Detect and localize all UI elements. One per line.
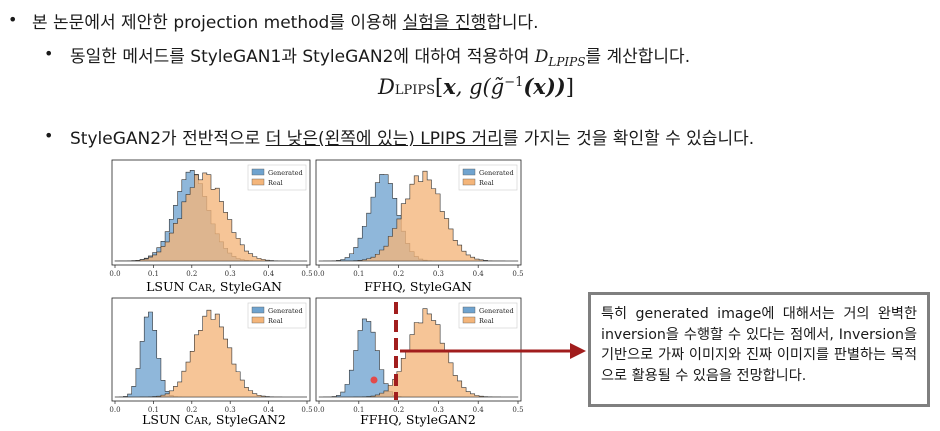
plot-frame [111,297,311,402]
series-real-bars [115,309,307,398]
bullet-dot-2: • [44,44,54,63]
x-tick-label: 0.4 [263,406,275,414]
formula-close: ] [565,75,574,99]
x-tick-label: 0.1 [353,270,364,278]
legend-label-real: Real [268,317,283,325]
x-tick-label: 0.3 [433,270,444,278]
x-tick-label: 0.3 [433,406,444,414]
bullet-3-end: 를 가지는 것을 확인할 수 있습니다. [502,129,755,149]
x-tick-label: 0.0 [109,406,120,414]
bullet-3: StyleGAN2가 전반적으로 더 낮은(왼쪽에 있는) LPIPS 거리를 … [70,124,754,149]
x-tick-label: 0.1 [353,406,364,414]
note-text: 특히 generated image에 대해서는 거의 완벽한 inversio… [601,306,917,384]
formula-inner: (x)) [523,74,566,99]
legend-swatch-gen [251,168,265,176]
formula-open: [ [435,75,444,99]
formula-sub: LPIPS [394,83,436,98]
formula-d: D [378,75,395,99]
bullet-2: 동일한 메서드를 StyleGAN1과 StyleGAN2에 대하여 적용하여 … [70,42,690,69]
x-tick-label: 0.2 [393,270,404,278]
note-box: 특히 generated image에 대해서는 거의 완벽한 inversio… [588,292,930,407]
formula-gtilde: g̃ [490,75,505,99]
legend-swatch-gen [462,306,476,314]
bullet-dot-3: • [44,126,54,145]
x-tick-label: 0.4 [263,270,275,278]
histogram-ffhq-stylegan: 0.0 0.1 0.2 0.3 0.4 0.5 Generated Real [313,159,524,278]
chart-title-2: FFHQ, StyleGAN [364,279,472,294]
x-tick-label: 0.5 [301,406,312,414]
bullet-2-subscript: LPIPS [548,55,586,69]
histogram-lsun-car-stylegan: 0.0 0.1 0.2 0.3 0.4 0.5 Generated Real [109,159,313,278]
histogram-ffhq-stylegan2: 0.0 0.1 0.2 0.3 0.4 0.5 Generated Real [313,297,524,414]
bullet-2-text: 동일한 메서드를 StyleGAN1과 StyleGAN2에 대하여 적용하여 [70,47,535,67]
bullet-3-underlined: 더 낮은(왼쪽에 있는) LPIPS 거리 [265,129,503,149]
legend-swatch-real [251,316,265,324]
bullet-dot-1: • [8,10,18,29]
legend-label-real: Real [268,179,283,187]
legend-swatch-gen [251,306,265,314]
legend-label-gen: Generated [268,169,303,177]
plot-frame [111,159,311,266]
x-tick-label: 0.2 [393,406,404,414]
formula-sup: −1 [504,75,524,90]
bullet-2-end: 를 계산합니다. [585,47,691,67]
x-tick-label: 0.3 [225,406,236,414]
series-real-bars [319,170,519,262]
bullet-3-text: StyleGAN2가 전반적으로 [70,129,266,149]
bullet-2-symbol: D [534,47,549,67]
legend-label-real: Real [479,179,494,187]
x-tick-label: 0.5 [512,406,523,414]
bullet-1: 본 논문에서 제안한 projection method를 이용해 실험을 진행… [32,8,539,33]
chart-title-1: LSUN CAR, StyleGAN [146,279,282,294]
x-tick-label: 0.2 [186,270,197,278]
x-tick-label: 0.5 [512,270,523,278]
x-tick-label: 0.2 [186,406,197,414]
legend-swatch-gen [462,168,476,176]
bullet-1-underlined: 실험을 진행 [402,13,487,33]
legend-label-gen: Generated [479,169,514,177]
x-tick-label: 0.1 [148,406,159,414]
formula-g: , g( [455,75,491,99]
x-tick-label: 0.4 [473,270,485,278]
legend-label-real: Real [479,317,494,325]
x-tick-label: 0.0 [313,270,324,278]
legend-label-gen: Generated [479,307,514,315]
chart-title-4: FFHQ, StyleGAN2 [360,412,476,427]
legend-swatch-real [462,316,476,324]
x-tick-label: 0.4 [473,406,485,414]
formula: DLPIPS[x, g(g̃−1(x))] [378,74,574,99]
x-tick-label: 0.0 [109,270,120,278]
x-tick-label: 0.3 [225,270,236,278]
x-tick-label: 0.5 [301,270,312,278]
x-tick-label: 0.1 [148,270,159,278]
bullet-1-end: 합니다. [486,13,539,33]
chart-title-3: LSUN CAR, StyleGAN2 [142,412,286,427]
sample-point [370,376,378,384]
series-real-bars [114,172,308,262]
histogram-lsun-car-stylegan2: 0.0 0.1 0.2 0.3 0.4 0.5 Generated Real [109,297,313,414]
bullet-1-text: 본 논문에서 제안한 projection method를 이용해 [32,13,403,33]
formula-x: x [443,74,456,99]
arrow-head-icon [570,343,586,359]
x-tick-label: 0.0 [313,406,324,414]
legend-label-gen: Generated [268,307,303,315]
series-real-bars [319,308,518,398]
plot-frame [315,159,522,266]
legend-swatch-real [462,178,476,186]
legend-swatch-real [251,178,265,186]
